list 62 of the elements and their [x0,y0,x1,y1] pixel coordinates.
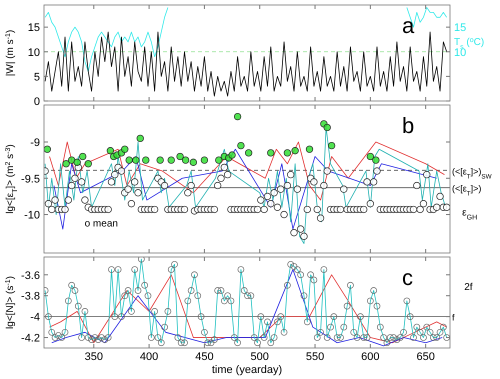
point [106,147,114,154]
text: ε$_{GH}$ [462,207,478,221]
point [245,149,252,157]
y-tick-label: -4.2 [21,332,40,345]
y-tick-label: -3.8 [21,290,40,303]
point [44,146,51,153]
line-series [49,142,445,200]
y-tick-label: -4 [30,312,40,324]
ref-line-label: (<[ε$_{T}$]>)$_{SW}$ [452,166,492,180]
point [142,156,150,164]
point [228,151,236,159]
y-tick-label: -9.5 [21,173,40,186]
y-tick-label: -9 [30,137,40,149]
x-tick-label: 500 [250,351,269,363]
text: 2f [464,282,473,293]
point [306,146,314,153]
y2-tick-label: 15 [454,22,466,34]
point [372,156,380,164]
point [267,149,274,157]
y-tick-label: -3.6 [21,270,40,282]
point [366,152,374,160]
point [234,112,242,120]
x-tick-label: 650 [416,351,435,363]
point [126,156,133,164]
annotation: o mean [84,218,118,230]
y-tick-label: 15 [28,22,40,34]
chart-title: c [402,265,413,290]
y-tick-label: -10 [24,210,40,222]
point [84,160,92,168]
point [215,156,222,164]
point [136,134,144,142]
point [284,149,292,157]
point [182,156,190,164]
point [74,158,81,166]
ref-line-label: f [452,312,455,323]
point [328,142,336,150]
point [121,146,128,153]
point [190,158,197,166]
chart-title: a [402,13,415,38]
point [176,152,184,160]
point [168,156,175,164]
point [62,160,70,168]
point [156,156,164,164]
x-tick-label: 550 [306,351,324,363]
y-tick-label: 5 [34,71,40,84]
point [79,152,86,160]
x-axis-title: time (yearday) [212,364,282,376]
point [324,124,331,132]
ref-line-label: (<[ε$_{T}$]>) [452,184,482,198]
point [132,156,140,164]
x-tick-label: 600 [361,351,380,363]
y-tick-label: 10 [28,46,40,59]
y-tick-label: 0 [34,96,40,108]
x-tick-label: 400 [140,351,158,363]
x-tick-label: 450 [195,351,214,363]
chart-title: b [402,113,414,138]
line-series [44,32,448,96]
x-tick-label: 350 [84,351,103,363]
point [237,142,245,150]
point [200,156,208,164]
point [291,147,299,154]
point [68,156,76,164]
